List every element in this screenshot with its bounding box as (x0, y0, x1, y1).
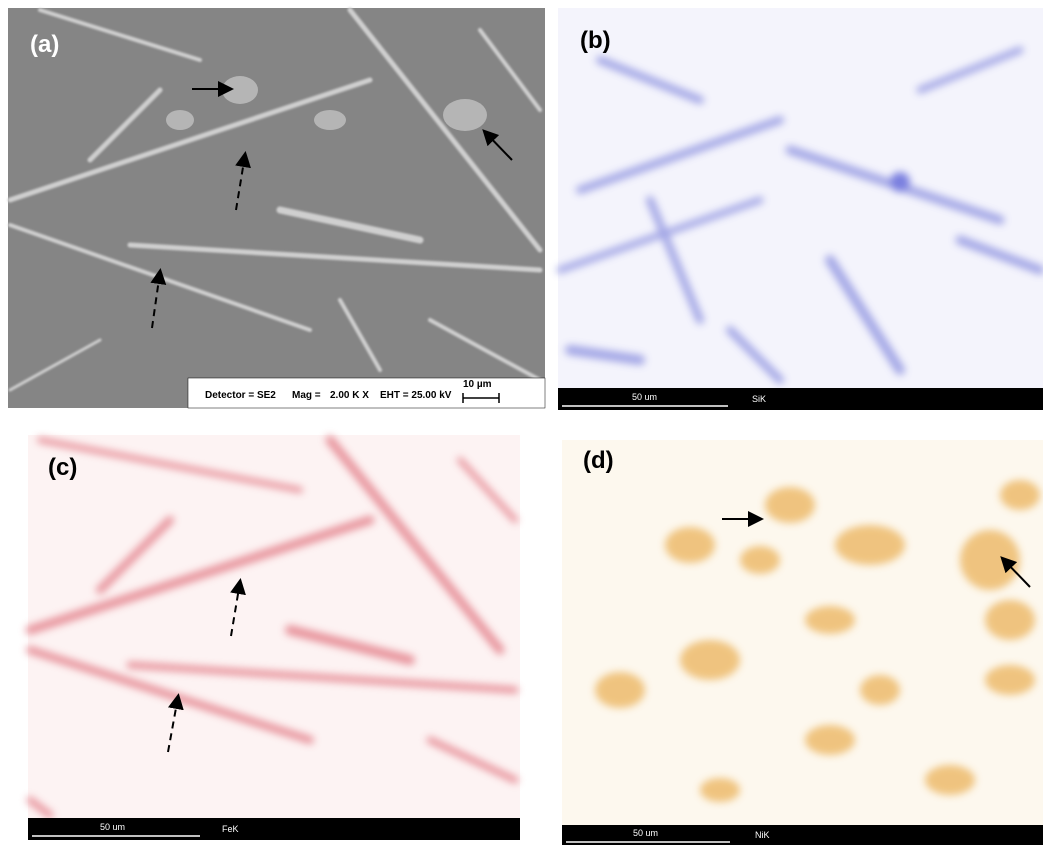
panel-label: (d) (583, 447, 614, 474)
element: NiK (755, 830, 770, 840)
panel-label: (c) (48, 454, 77, 481)
panel-a: (a) Detector = SE2 Mag = 2.00 K X EHT = … (8, 8, 545, 408)
detector: Detector = SE2 (205, 390, 276, 401)
element: SiK (752, 394, 766, 404)
eht: EHT = 25.00 kV (380, 390, 452, 401)
panel-label: (b) (580, 27, 611, 54)
panel-b: (b) 50 um SiK (558, 8, 1043, 410)
figure: (a) Detector = SE2 Mag = 2.00 K X EHT = … (0, 0, 1043, 845)
scale-text: 10 µm (463, 379, 492, 390)
map-image (28, 435, 520, 840)
panel-c: (c) 50 um FeK (28, 435, 520, 840)
scale-text: 50 um (100, 822, 125, 832)
scale-text: 50 um (632, 392, 657, 402)
panel-label: (a) (30, 31, 59, 58)
scale-text: 50 um (633, 828, 658, 838)
element: FeK (222, 824, 239, 834)
panel-d: (d) 50 um NiK (562, 440, 1043, 845)
mag: 2.00 K X (330, 390, 369, 401)
mag-label: Mag = (292, 390, 321, 401)
